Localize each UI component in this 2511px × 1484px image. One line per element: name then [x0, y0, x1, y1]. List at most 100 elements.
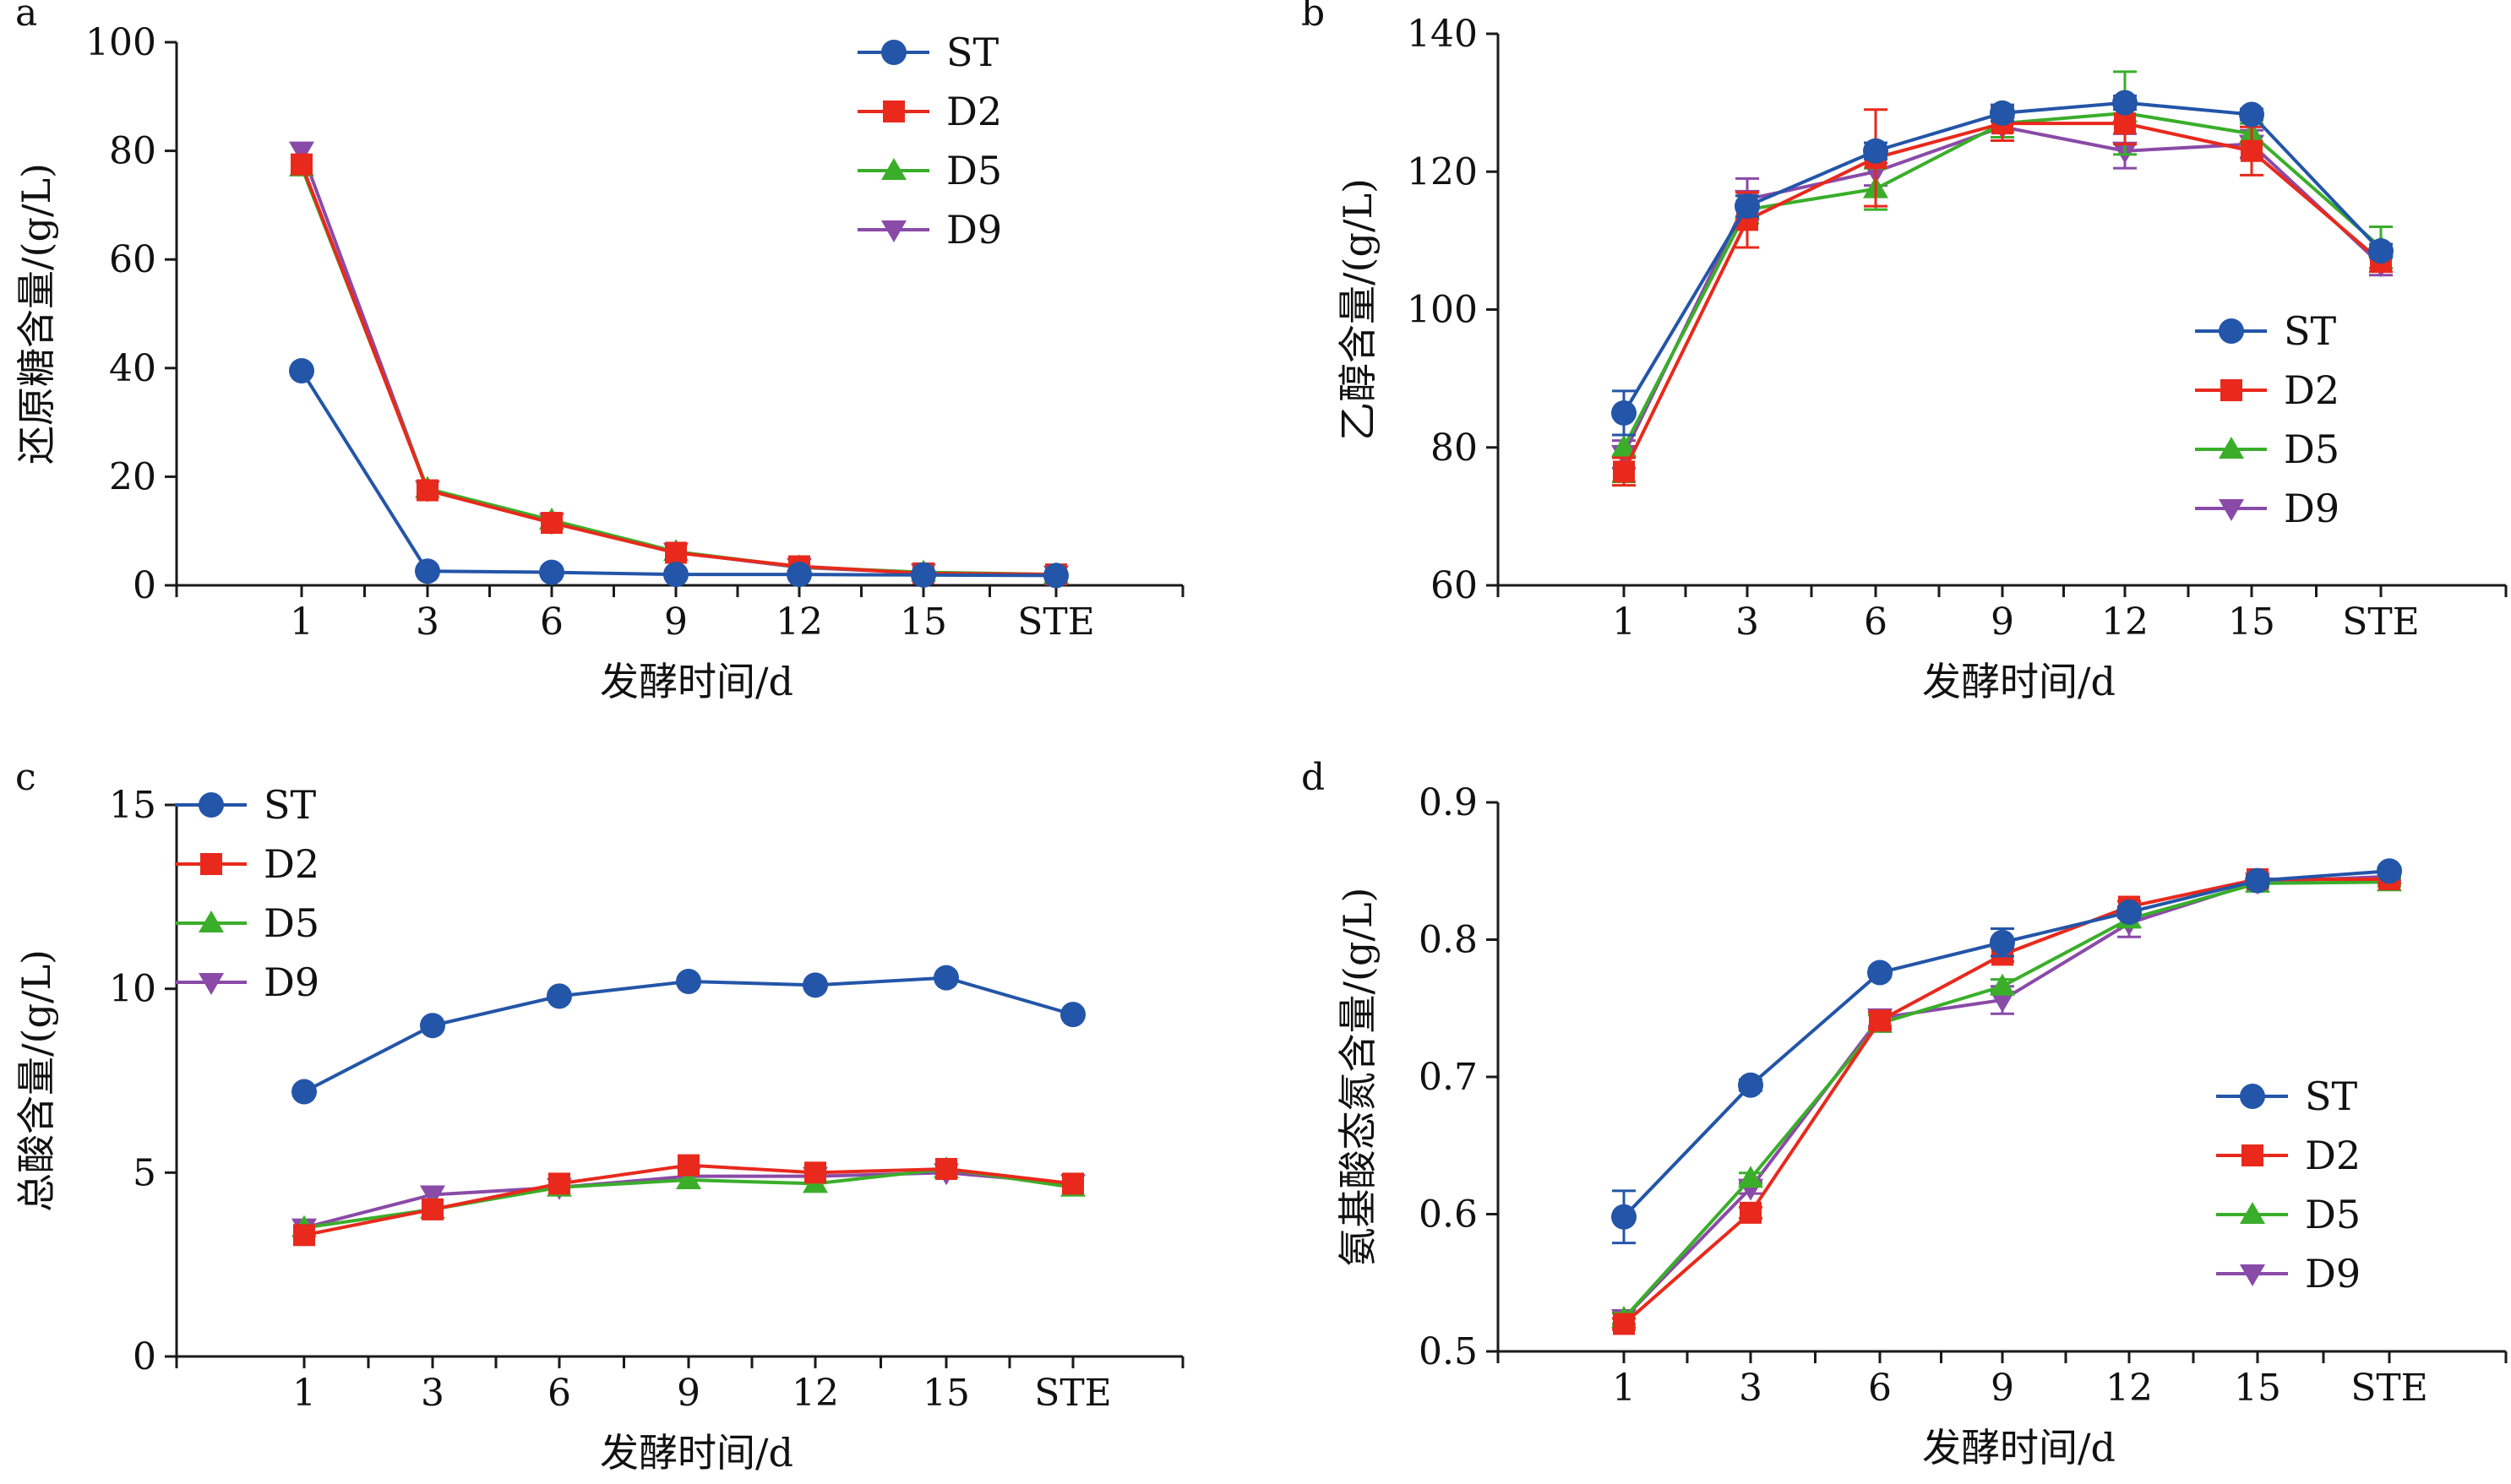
series-line	[1622, 122, 2383, 473]
data-point	[293, 1224, 315, 1247]
legend-item-D9: D9	[858, 207, 1002, 253]
data-point	[1611, 1204, 1637, 1230]
data-point	[2239, 101, 2264, 128]
data-point	[665, 541, 687, 564]
data-point	[803, 972, 828, 998]
data-point	[415, 558, 440, 584]
x-tick-label: STE	[2342, 601, 2420, 644]
legend-marker	[2241, 1144, 2263, 1166]
x-axis-title: 发酵时间/d	[1922, 659, 2116, 704]
legend-marker	[200, 853, 222, 875]
legend-label: ST	[946, 30, 999, 75]
legend-label: D9	[2305, 1251, 2361, 1296]
data-point	[1611, 400, 1637, 426]
legend-item-D5: D5	[2216, 1192, 2361, 1237]
data-point	[1990, 100, 2015, 126]
x-tick-label: 1	[292, 1372, 316, 1415]
data-point	[911, 562, 936, 588]
data-point	[547, 983, 572, 1009]
legend-item-D2: D2	[2195, 367, 2339, 413]
series-ST	[291, 965, 1086, 1105]
data-point	[289, 141, 314, 164]
legend-marker	[2240, 1202, 2265, 1224]
series-line	[303, 976, 1074, 1094]
x-tick-label: 1	[290, 601, 313, 644]
panel-letter: a	[15, 0, 37, 35]
x-tick-label: 6	[1864, 601, 1887, 644]
data-point	[2241, 139, 2263, 162]
panel-c: c 0 5 10 15 1 3 6 9 12 15 STE 发酵时间/d 总酸含量/(g/L) ST D2 D5…	[14, 756, 1185, 1476]
data-point	[2114, 112, 2136, 135]
data-point	[676, 1167, 701, 1190]
panel-letter: d	[1301, 756, 1325, 799]
y-tick-label: 80	[1430, 427, 1478, 470]
x-tick-label: 12	[2101, 601, 2149, 644]
data-point	[417, 479, 438, 502]
x-tick-label: 9	[664, 601, 688, 644]
data-point	[787, 562, 812, 588]
y-tick-label: 5	[133, 1151, 156, 1194]
x-tick-label: 15	[2228, 601, 2275, 644]
series-line	[1622, 125, 2383, 455]
y-tick-label: 60	[1430, 564, 1478, 607]
legend-marker	[2240, 1084, 2265, 1109]
data-point	[934, 965, 959, 991]
x-tick-label: 3	[421, 1372, 444, 1415]
legend-label: D2	[264, 841, 319, 887]
panel-a: a 0 20 40 60 80 100 1 3 6 9 12 15 STE 发酵时间/d 还原糖含量/(g/L…	[14, 0, 1185, 704]
data-point	[291, 153, 313, 176]
legend-item-ST: ST	[858, 30, 999, 75]
x-tick-label: 1	[1612, 601, 1636, 644]
legend: ST D2 D5 D9	[2195, 308, 2339, 531]
data-point	[2245, 867, 2270, 894]
legend-item-D5: D5	[175, 900, 319, 946]
y-tick-label: 80	[109, 130, 156, 173]
x-tick-label: 3	[416, 601, 439, 644]
x-tick-label: STE	[1034, 1372, 1112, 1415]
y-tick-label: 100	[85, 21, 156, 64]
y-axis-title: 氨基酸态氮含量/(g/L)	[1335, 888, 1381, 1267]
legend-item-ST: ST	[175, 782, 317, 828]
panel-letter: c	[15, 756, 36, 799]
legend-item-D2: D2	[858, 89, 1002, 134]
legend-label: D2	[2284, 367, 2339, 413]
series-line	[300, 163, 1057, 577]
legend-label: D5	[264, 900, 319, 946]
data-point	[804, 1161, 826, 1184]
legend-label: D2	[2305, 1133, 2361, 1178]
data-point	[1869, 1009, 1891, 1032]
legend-label: D9	[264, 959, 319, 1005]
legend-item-D2: D2	[175, 841, 319, 887]
legend-item-ST: ST	[2195, 308, 2337, 354]
y-tick-label: 0.7	[1419, 1056, 1478, 1099]
panel-letter: b	[1301, 0, 1325, 35]
data-point	[420, 1013, 445, 1039]
legend-label: D2	[946, 89, 1002, 134]
y-tick-label: 0.6	[1419, 1193, 1478, 1237]
series-D2	[1612, 101, 2393, 487]
legend-marker	[199, 973, 224, 995]
x-tick-label: 3	[1735, 601, 1759, 644]
x-tick-label: 12	[776, 601, 823, 644]
series-line	[300, 166, 1057, 577]
y-tick-label: 40	[109, 347, 156, 390]
legend-marker	[881, 220, 907, 242]
data-point	[1867, 959, 1893, 986]
legend-label: ST	[264, 782, 317, 828]
data-point	[1990, 973, 2015, 996]
y-tick-label: 0	[133, 564, 156, 607]
y-axis-title: 总酸含量/(g/L)	[14, 949, 59, 1212]
x-tick-label: 6	[547, 1372, 571, 1415]
legend-item-D2: D2	[2216, 1133, 2361, 1178]
data-point	[1738, 1072, 1763, 1098]
x-tick-label: 3	[1739, 1367, 1762, 1410]
data-point	[2368, 238, 2394, 264]
data-point	[1611, 434, 1637, 457]
data-point	[1735, 193, 1760, 220]
y-tick-label: 0.5	[1419, 1330, 1478, 1373]
data-point	[1613, 460, 1635, 483]
legend-marker	[881, 158, 907, 180]
y-tick-label: 60	[109, 238, 156, 281]
legend-label: D9	[946, 207, 1002, 253]
legend-item-D5: D5	[858, 148, 1002, 193]
